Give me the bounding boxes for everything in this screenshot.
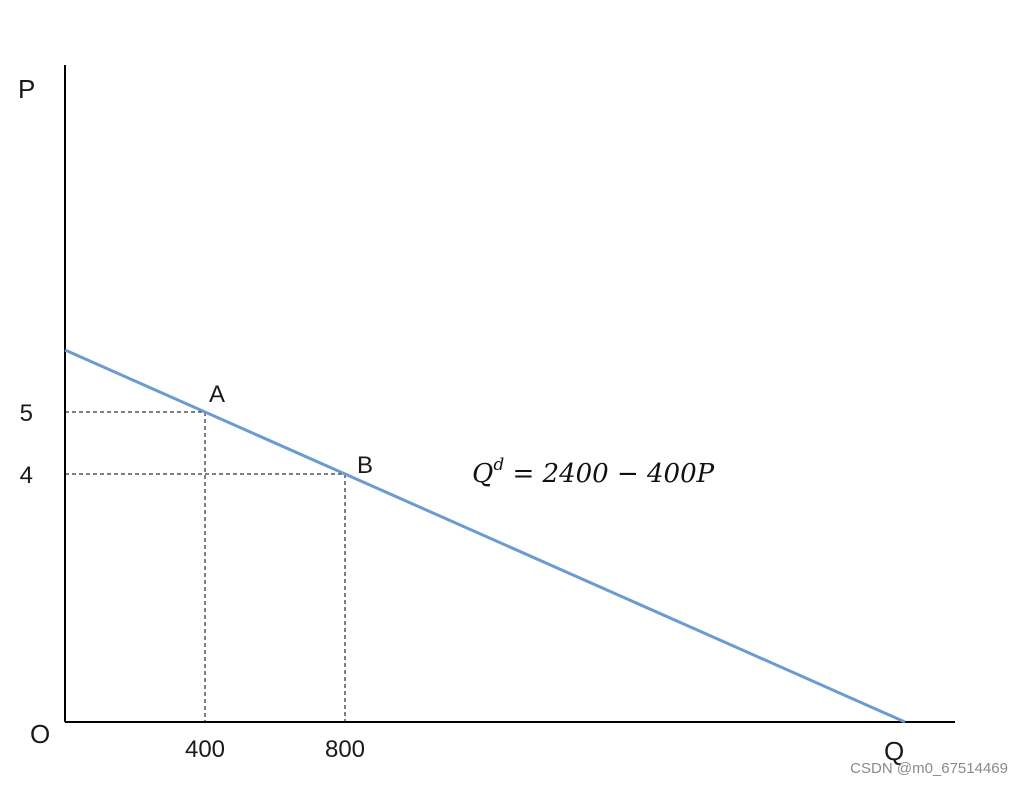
demand-equation: Qd = 2400 − 400P <box>472 455 715 489</box>
equation-superscript: d <box>493 455 504 475</box>
x-axis-label: Q <box>884 736 904 766</box>
demand-curve-line <box>64 348 906 724</box>
watermark: CSDN @m0_67514469 <box>850 760 1008 777</box>
x-tick-label: 800 <box>325 736 365 763</box>
y-tick-label: 5 <box>20 400 33 427</box>
equation-rest: = 2400 − 400P <box>504 459 714 489</box>
y-axis-label: P <box>18 74 35 104</box>
origin-label: O <box>30 719 50 749</box>
point-label-a: A <box>209 381 225 408</box>
equation-base: Q <box>472 459 493 489</box>
y-tick-label: 4 <box>20 462 33 489</box>
point-label-b: B <box>357 452 373 479</box>
x-tick-label: 400 <box>185 736 225 763</box>
